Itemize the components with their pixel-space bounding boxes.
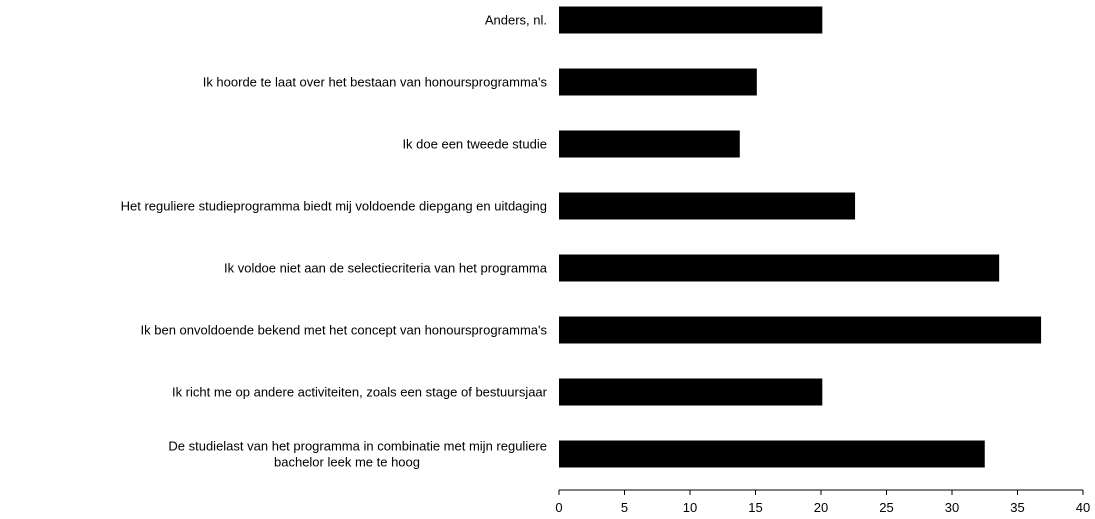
category-label-2: Ik doe een tweede studie bbox=[402, 137, 547, 152]
x-tick-label-15: 15 bbox=[748, 500, 762, 515]
x-tick-label-30: 30 bbox=[945, 500, 959, 515]
bar-5 bbox=[559, 316, 1042, 344]
bar-1 bbox=[559, 68, 757, 96]
x-tick-label-25: 25 bbox=[879, 500, 893, 515]
x-tick-label-20: 20 bbox=[814, 500, 828, 515]
category-label-1: Ik hoorde te laat over het bestaan van h… bbox=[203, 75, 548, 90]
x-tick-label-0: 0 bbox=[555, 500, 562, 515]
category-label-6: Ik richt me op andere activiteiten, zoal… bbox=[172, 385, 548, 400]
x-tick-label-5: 5 bbox=[621, 500, 628, 515]
category-label-4: Ik voldoe niet aan de selectiecriteria v… bbox=[224, 261, 548, 276]
category-label-0: Anders, nl. bbox=[485, 13, 547, 28]
x-axis: 0 5 10 15 20 25 30 35 40 bbox=[555, 489, 1090, 515]
x-tick-label-35: 35 bbox=[1010, 500, 1024, 515]
bar-4 bbox=[559, 254, 1000, 282]
category-label-5: Ik ben onvoldoende bekend met het concep… bbox=[141, 323, 548, 338]
category-label-7: De studielast van het programma in combi… bbox=[168, 439, 547, 470]
bar-2 bbox=[559, 130, 740, 158]
bar-3 bbox=[559, 192, 856, 220]
x-tick-label-10: 10 bbox=[683, 500, 697, 515]
bar-6 bbox=[559, 378, 823, 406]
bars-layer bbox=[559, 6, 1042, 468]
x-tick-label-40: 40 bbox=[1076, 500, 1090, 515]
bar-7 bbox=[559, 440, 985, 468]
category-label-3: Het reguliere studieprogramma biedt mij … bbox=[121, 199, 547, 214]
category-labels: Anders, nl. Ik hoorde te laat over het be… bbox=[121, 13, 548, 470]
bar-0 bbox=[559, 6, 823, 34]
